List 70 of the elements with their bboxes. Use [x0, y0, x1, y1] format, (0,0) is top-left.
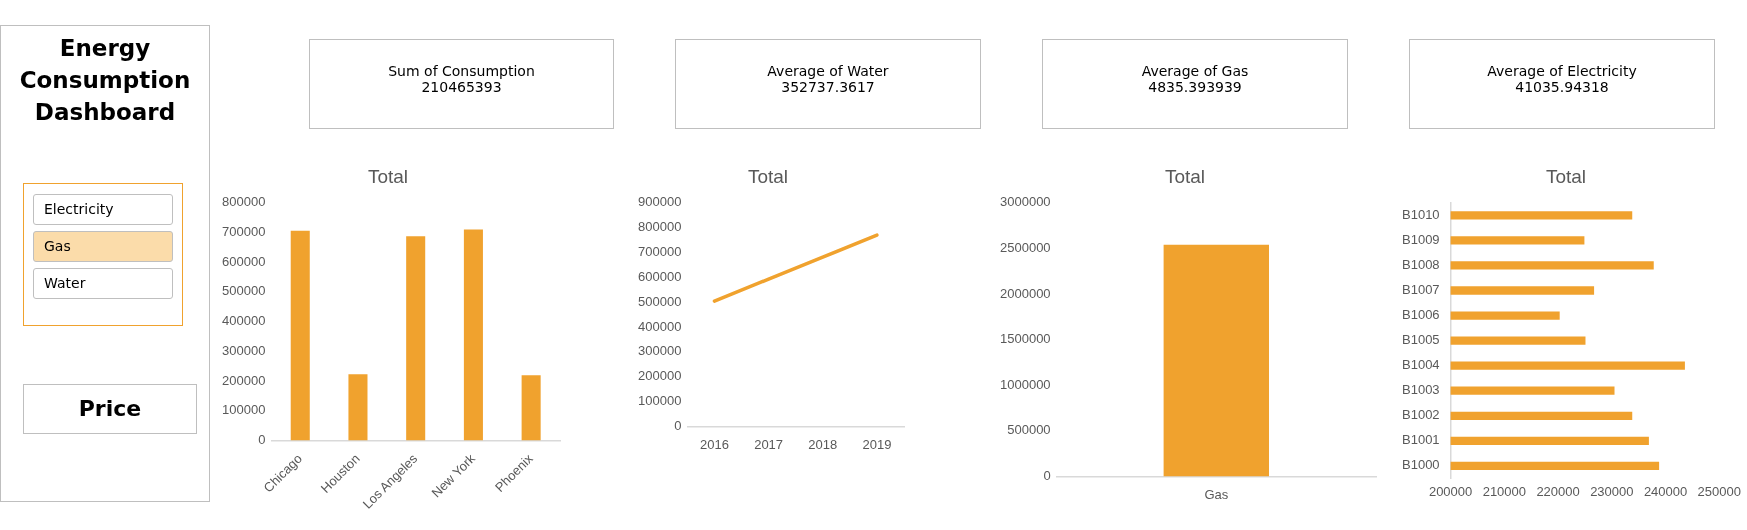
- x-tick-label: 2018: [808, 436, 838, 452]
- y-tick-label: B1001: [1402, 432, 1440, 448]
- y-tick-label: B1008: [1402, 257, 1440, 273]
- y-tick-label: 1500000: [999, 331, 1051, 347]
- category-label: Gas: [33, 231, 173, 262]
- y-tick-label: 700000: [637, 244, 682, 260]
- y-tick-label: B1002: [1402, 407, 1440, 423]
- text: Average of Water: [766, 63, 890, 79]
- x-tick-label: 240000: [1643, 483, 1688, 499]
- y-tick-label: 2000000: [999, 285, 1051, 301]
- y-tick-label: 600000: [637, 268, 682, 284]
- y-tick-label: B1007: [1402, 282, 1440, 298]
- text: Energy Consumption Dashboard: [18, 34, 192, 127]
- y-tick-label: 1000000: [999, 376, 1051, 392]
- x-tick-label: 200000: [1428, 483, 1473, 499]
- y-tick-label: B1000: [1402, 457, 1440, 473]
- y-tick-label: B1009: [1402, 231, 1440, 247]
- chart-title: Total: [1164, 165, 1206, 187]
- y-tick-label: 100000: [637, 393, 682, 409]
- y-tick-label: 400000: [221, 313, 266, 329]
- text: Price: [23, 384, 197, 434]
- y-tick-label: 900000: [637, 194, 682, 210]
- text: 352737.3617: [780, 79, 876, 95]
- x-tick-label: 220000: [1536, 483, 1580, 499]
- y-tick-label: 0: [258, 431, 266, 447]
- x-tick-label: 2016: [700, 436, 729, 452]
- x-tick-label: 250000: [1697, 483, 1742, 499]
- text: 4835.393939: [1147, 79, 1243, 95]
- y-tick-label: 300000: [221, 342, 266, 358]
- x-tick-label: Gas: [1204, 486, 1229, 502]
- y-tick-label: B1005: [1402, 332, 1440, 348]
- y-tick-label: B1003: [1402, 382, 1440, 398]
- chart-title: Total: [367, 165, 409, 187]
- y-tick-label: 200000: [637, 368, 682, 384]
- y-tick-label: 800000: [221, 194, 266, 210]
- text: Average of Gas: [1140, 63, 1250, 79]
- chart-title: Total: [747, 165, 789, 187]
- y-tick-label: 800000: [637, 219, 682, 235]
- y-tick-label: 600000: [221, 253, 266, 269]
- category-label: Water: [33, 268, 173, 299]
- chart-title: Total: [1545, 165, 1587, 187]
- y-tick-label: 400000: [637, 318, 682, 334]
- y-tick-label: 500000: [1007, 422, 1051, 438]
- y-tick-label: 2500000: [999, 239, 1051, 255]
- bar: [521, 375, 541, 441]
- x-tick-label: 230000: [1590, 483, 1634, 499]
- y-tick-label: 0: [674, 417, 682, 433]
- bar: [348, 374, 368, 441]
- text: 210465393: [420, 79, 503, 95]
- y-tick-label: 3000000: [999, 194, 1051, 210]
- bar: [290, 230, 310, 441]
- text: Sum of Consumption: [387, 63, 536, 79]
- y-tick-label: B1004: [1402, 357, 1440, 373]
- x-tick-label: 210000: [1482, 483, 1527, 499]
- x-tick-label: 2017: [754, 436, 784, 452]
- y-tick-label: 500000: [637, 293, 682, 309]
- bar: [406, 236, 426, 441]
- text: Average of Electricity: [1486, 63, 1638, 79]
- y-tick-label: 300000: [637, 343, 682, 359]
- y-tick-label: 200000: [221, 372, 266, 388]
- y-tick-label: 100000: [221, 402, 266, 418]
- y-tick-label: 500000: [221, 283, 266, 299]
- y-tick-label: B1006: [1402, 307, 1440, 323]
- y-tick-label: B1010: [1402, 206, 1440, 222]
- y-tick-label: 0: [1043, 467, 1051, 483]
- category-label: Electricity: [33, 194, 173, 225]
- y-tick-label: 700000: [221, 224, 266, 240]
- x-tick-label: 2019: [862, 436, 892, 452]
- bar: [463, 229, 483, 441]
- text: 41035.94318: [1514, 79, 1610, 95]
